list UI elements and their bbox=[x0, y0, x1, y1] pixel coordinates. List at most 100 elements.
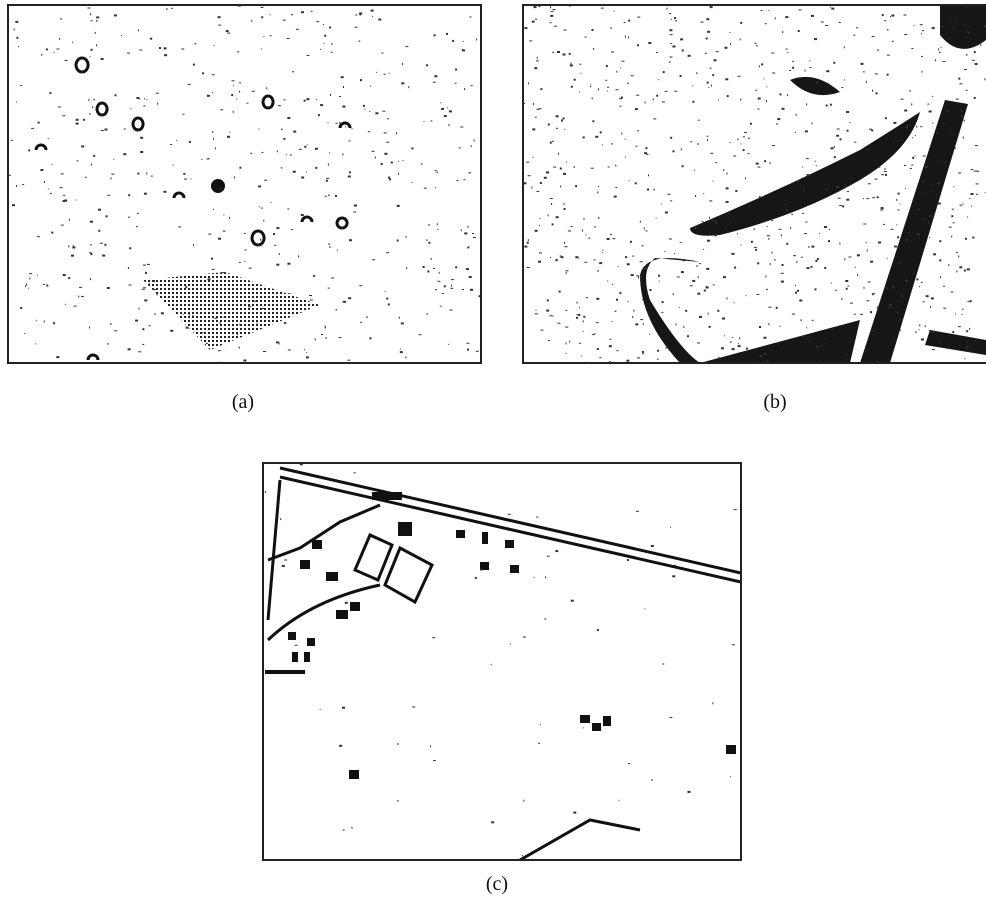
speck bbox=[353, 212, 356, 213]
speck bbox=[780, 326, 781, 327]
speck bbox=[676, 323, 677, 325]
speck bbox=[895, 137, 896, 138]
speck bbox=[608, 167, 610, 168]
speck bbox=[320, 709, 321, 710]
speck bbox=[966, 7, 968, 8]
speck bbox=[16, 185, 17, 187]
speck bbox=[331, 52, 333, 53]
speck bbox=[331, 278, 334, 279]
speck bbox=[401, 322, 404, 324]
speck bbox=[636, 511, 639, 512]
speck bbox=[150, 38, 152, 39]
speck bbox=[814, 38, 817, 40]
speck bbox=[650, 289, 652, 291]
speck bbox=[863, 224, 866, 225]
speck bbox=[739, 337, 740, 339]
speck bbox=[713, 284, 715, 285]
speck bbox=[810, 67, 812, 68]
speck bbox=[140, 137, 143, 139]
speck bbox=[607, 91, 608, 92]
speck bbox=[847, 191, 849, 192]
speck bbox=[643, 323, 644, 325]
speck bbox=[540, 330, 543, 331]
speck bbox=[265, 491, 266, 493]
speck bbox=[459, 147, 461, 148]
speck bbox=[273, 233, 275, 235]
speck bbox=[263, 36, 264, 37]
speck bbox=[821, 22, 824, 23]
speck bbox=[713, 220, 716, 221]
speck bbox=[405, 356, 406, 358]
speck bbox=[360, 322, 362, 323]
speck bbox=[114, 14, 117, 16]
speck bbox=[628, 20, 630, 22]
speck bbox=[696, 72, 697, 74]
speck bbox=[464, 88, 465, 90]
speck bbox=[202, 332, 204, 333]
speck bbox=[706, 287, 709, 289]
speck bbox=[625, 256, 627, 258]
speck bbox=[656, 52, 658, 53]
speck bbox=[715, 162, 717, 163]
speck bbox=[951, 215, 953, 217]
speck bbox=[953, 186, 954, 187]
speck bbox=[830, 104, 832, 106]
speck bbox=[670, 200, 672, 201]
speck bbox=[670, 137, 672, 139]
speck bbox=[16, 37, 18, 39]
speck bbox=[218, 350, 221, 351]
speck bbox=[236, 99, 237, 100]
speck bbox=[878, 167, 880, 168]
speck bbox=[619, 292, 621, 294]
speck bbox=[905, 188, 906, 189]
speck bbox=[770, 263, 771, 265]
speck bbox=[138, 29, 139, 31]
speck bbox=[61, 173, 64, 174]
speck bbox=[969, 328, 970, 330]
speck bbox=[603, 250, 604, 251]
speck bbox=[491, 664, 492, 665]
speck bbox=[566, 162, 567, 163]
speck bbox=[153, 280, 155, 282]
speck bbox=[839, 205, 842, 206]
speck bbox=[610, 28, 612, 29]
speck bbox=[382, 111, 385, 112]
speck bbox=[702, 221, 704, 222]
speck bbox=[964, 270, 966, 272]
speck bbox=[708, 87, 709, 88]
speck bbox=[149, 283, 150, 284]
speck bbox=[616, 71, 617, 73]
speck bbox=[437, 223, 438, 225]
speck bbox=[628, 301, 629, 302]
speck bbox=[523, 637, 526, 638]
speck bbox=[239, 82, 241, 83]
speck bbox=[936, 194, 937, 196]
speck bbox=[288, 293, 290, 294]
speck bbox=[342, 106, 345, 108]
speck bbox=[91, 20, 93, 21]
speck bbox=[915, 135, 916, 136]
speck bbox=[714, 234, 717, 236]
speck bbox=[569, 6, 570, 7]
speck bbox=[809, 341, 810, 343]
speck bbox=[476, 351, 479, 352]
speck bbox=[834, 156, 836, 158]
speck bbox=[211, 258, 213, 260]
speck bbox=[913, 273, 914, 275]
speck bbox=[63, 195, 65, 196]
speck bbox=[637, 130, 639, 131]
speck bbox=[566, 272, 567, 274]
speck bbox=[428, 242, 430, 244]
speck bbox=[534, 577, 535, 578]
speck bbox=[76, 200, 77, 201]
speck bbox=[866, 242, 867, 243]
speck bbox=[776, 307, 778, 309]
speck bbox=[476, 38, 477, 40]
speck bbox=[672, 575, 675, 577]
speck bbox=[688, 791, 691, 793]
speck bbox=[734, 509, 737, 510]
speck bbox=[212, 131, 213, 133]
speck bbox=[819, 233, 820, 234]
speck bbox=[564, 129, 565, 130]
speck bbox=[101, 58, 104, 60]
